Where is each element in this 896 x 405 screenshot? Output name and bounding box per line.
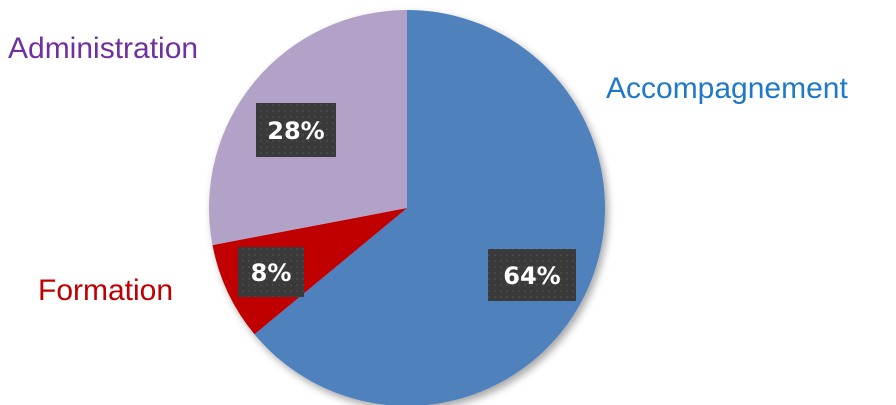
data-label-accompagnement: 64% <box>503 262 560 290</box>
category-label-formation: Formation <box>38 274 173 307</box>
data-label-box-administration <box>256 103 336 157</box>
pie-slices <box>208 10 605 405</box>
data-label-administration: 28% <box>267 117 324 145</box>
category-label-accompagnement: Accompagnement <box>606 72 848 105</box>
data-label-box-formation <box>238 247 304 297</box>
data-labels: 64% 8% 28% <box>238 103 576 301</box>
category-label-administration: Administration <box>8 32 198 65</box>
pie-slice-accompagnement <box>254 10 605 405</box>
data-label-formation: 8% <box>251 259 292 287</box>
data-label-box-accompagnement <box>488 249 576 301</box>
pie-slice-formation <box>212 208 407 335</box>
